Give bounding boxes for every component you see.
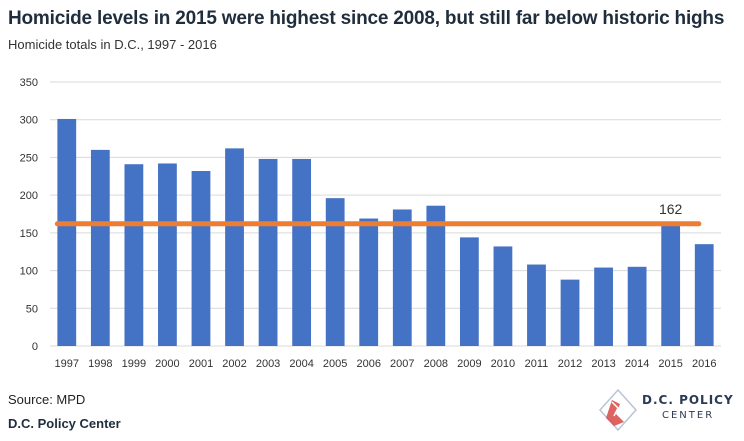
- x-tick-label: 2004: [289, 358, 313, 370]
- bar-2006: [359, 218, 379, 346]
- y-tick-label: 100: [20, 266, 38, 278]
- dc-map-icon: [598, 388, 638, 432]
- reference-line-label: 162: [659, 201, 683, 217]
- x-tick-label: 2008: [424, 358, 448, 370]
- x-tick-label: 2000: [155, 358, 179, 370]
- x-tick-label: 2014: [625, 358, 649, 370]
- y-tick-label: 250: [20, 152, 38, 164]
- y-tick-label: 150: [20, 228, 38, 240]
- x-tick-label: 1998: [88, 358, 112, 370]
- bar-2013: [594, 267, 613, 346]
- x-tick-label: 2009: [457, 358, 481, 370]
- bar-chart: 0 50 100 150 200 250 300 350 1997 1998 1999 2000 20…: [20, 77, 721, 370]
- bar-1999: [124, 164, 144, 346]
- bar-2016: [694, 244, 714, 346]
- x-tick-label: 2012: [558, 358, 582, 370]
- x-tick-label: 2015: [658, 358, 682, 370]
- bar-1997: [57, 118, 77, 347]
- x-tick-label: 2002: [222, 358, 246, 370]
- x-tick-label: 2010: [491, 358, 515, 370]
- dc-policy-center-logo: D.C. POLICY CENTER: [598, 388, 738, 436]
- bar-2005: [325, 198, 345, 346]
- y-tick-label: 350: [20, 77, 38, 89]
- bar-2012: [560, 279, 580, 346]
- bar-2009: [459, 237, 479, 346]
- reference-line-group: 162: [54, 201, 702, 227]
- bar-2011: [527, 264, 546, 346]
- y-tick-label: 300: [20, 115, 38, 127]
- chart-subtitle: Homicide totals in D.C., 1997 - 2016: [8, 37, 217, 52]
- y-tick-label: 0: [32, 341, 38, 353]
- x-tick-label: 2006: [356, 358, 380, 370]
- bar-2015: [661, 223, 681, 346]
- logo-name: D.C. POLICY: [642, 393, 734, 407]
- x-tick-label: 2011: [525, 358, 549, 370]
- bar-1998: [90, 149, 110, 346]
- bar-2008: [426, 205, 446, 346]
- chart-title: Homicide levels in 2015 were highest sin…: [8, 8, 725, 29]
- bar-2002: [225, 148, 244, 346]
- x-tick-label: 2007: [390, 358, 414, 370]
- bar-2014: [627, 266, 647, 346]
- y-tick-label: 200: [20, 190, 38, 202]
- x-tick-label: 2001: [189, 358, 213, 370]
- bar-2001: [191, 171, 211, 346]
- y-axis-tick-labels: 0 50 100 150 200 250 300 350: [20, 77, 38, 353]
- bar-2004: [292, 158, 312, 346]
- bar-2000: [158, 163, 177, 346]
- x-tick-label: 2016: [692, 358, 716, 370]
- x-tick-label: 1997: [55, 358, 79, 370]
- bar-2010: [493, 246, 513, 346]
- x-tick-label: 1999: [122, 358, 146, 370]
- x-tick-label: 2003: [256, 358, 280, 370]
- bars: [57, 118, 714, 347]
- x-axis-tick-labels: 1997 1998 1999 2000 2001 2002 2003 2004 2005 2006…: [55, 358, 717, 370]
- bar-2007: [392, 209, 412, 346]
- source-note: Source: MPD: [8, 392, 86, 407]
- x-tick-label: 2005: [323, 358, 347, 370]
- grid-lines: [50, 81, 721, 347]
- x-tick-label: 2013: [591, 358, 615, 370]
- logo-subtitle: CENTER: [662, 410, 715, 421]
- publisher-name: D.C. Policy Center: [8, 416, 121, 431]
- bar-2003: [258, 158, 278, 346]
- y-tick-label: 50: [26, 303, 38, 315]
